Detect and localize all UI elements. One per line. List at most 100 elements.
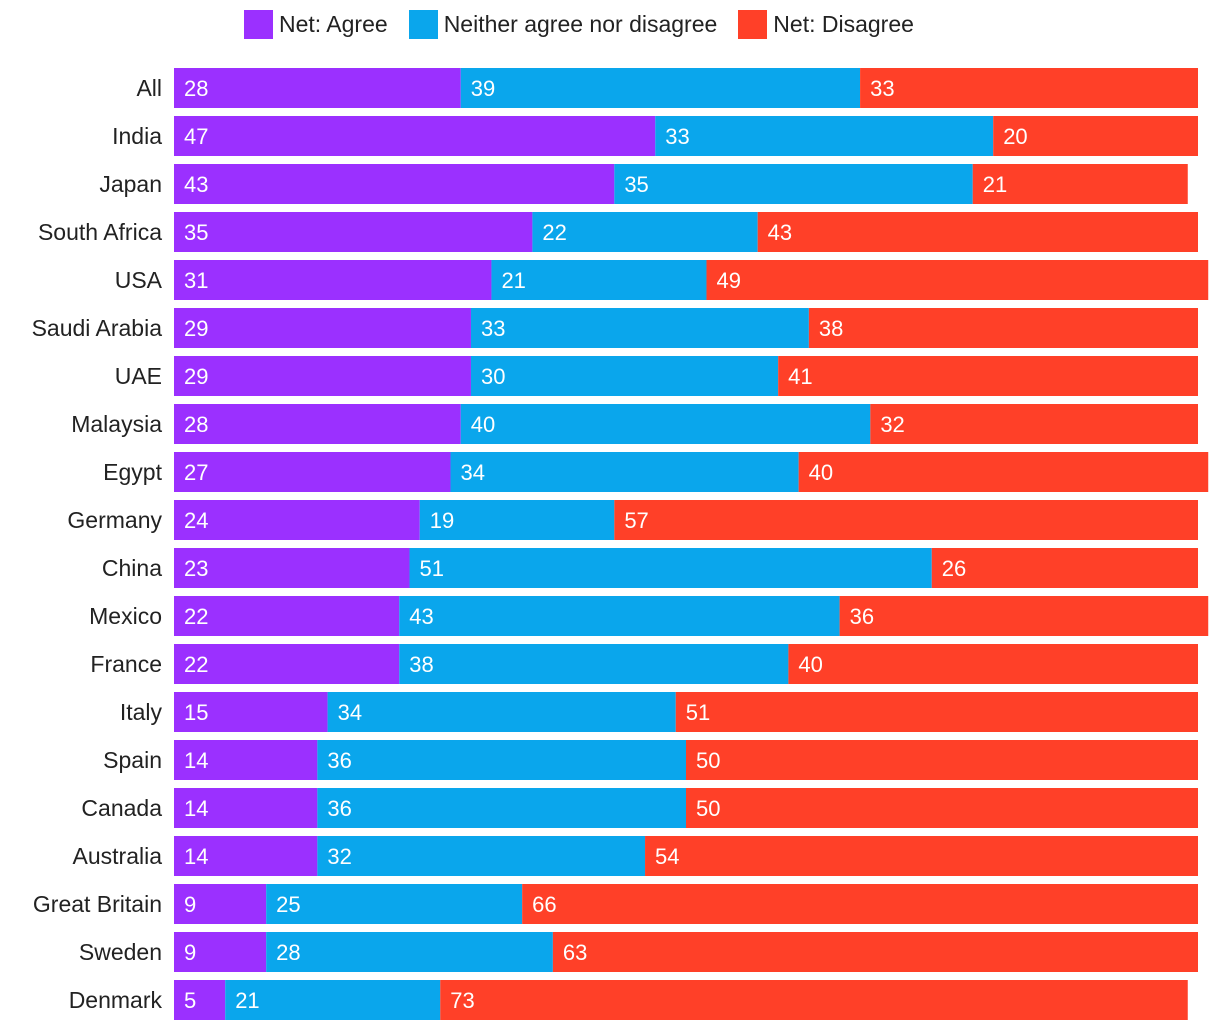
bar-net-agree-china <box>174 548 410 588</box>
bar-net-agree-japan <box>174 164 615 204</box>
data-label-neither-agree-nor-disagree-india: 33 <box>665 124 689 149</box>
data-label-net-agree-japan: 43 <box>184 172 208 197</box>
data-label-net-disagree-malaysia: 32 <box>880 412 904 437</box>
bar-neither-agree-nor-disagree-china <box>409 548 932 588</box>
bar-net-agree-denmark <box>174 980 226 1020</box>
bar-net-disagree-saudi-arabia <box>808 308 1198 348</box>
legend: Net: Agree Neither agree nor disagree Ne… <box>244 10 935 39</box>
bar-neither-agree-nor-disagree-egypt <box>450 452 799 492</box>
bar-net-disagree-denmark <box>440 980 1188 1020</box>
bar-net-agree-france <box>174 644 400 684</box>
data-label-neither-agree-nor-disagree-germany: 19 <box>430 508 454 533</box>
data-label-net-agree-india: 47 <box>184 124 208 149</box>
data-label-net-disagree-great-britain: 66 <box>532 892 556 917</box>
data-label-net-agree-great-britain: 9 <box>184 892 196 917</box>
data-label-neither-agree-nor-disagree-france: 38 <box>409 652 433 677</box>
bar-net-disagree-great-britain <box>522 884 1198 924</box>
data-label-neither-agree-nor-disagree-sweden: 28 <box>276 940 300 965</box>
legend-label-neither: Neither agree nor disagree <box>443 11 718 37</box>
data-label-net-agree-italy: 15 <box>184 700 208 725</box>
bar-neither-agree-nor-disagree-all <box>460 68 861 108</box>
data-label-net-disagree-egypt: 40 <box>809 460 833 485</box>
data-label-net-disagree-italy: 51 <box>686 700 710 725</box>
bar-net-agree-saudi-arabia <box>174 308 471 348</box>
bar-net-disagree-uae <box>778 356 1198 396</box>
bar-net-disagree-germany <box>614 500 1198 540</box>
bar-net-agree-italy <box>174 692 328 732</box>
data-label-neither-agree-nor-disagree-spain: 36 <box>327 748 351 773</box>
bar-net-disagree-italy <box>675 692 1198 732</box>
bar-neither-agree-nor-disagree-germany <box>419 500 615 540</box>
bar-neither-agree-nor-disagree-japan <box>614 164 973 204</box>
data-label-net-agree-canada: 14 <box>184 796 208 821</box>
category-label-great-britain: Great Britain <box>33 891 162 917</box>
bar-neither-agree-nor-disagree-mexico <box>399 596 840 636</box>
bar-net-agree-australia <box>174 836 318 876</box>
category-label-malaysia: Malaysia <box>71 411 162 437</box>
data-label-net-disagree-japan: 21 <box>983 172 1007 197</box>
category-label-mexico: Mexico <box>89 603 162 629</box>
data-label-net-agree-australia: 14 <box>184 844 208 869</box>
category-label-usa: USA <box>115 267 163 293</box>
bar-neither-agree-nor-disagree-italy <box>327 692 676 732</box>
bar-neither-agree-nor-disagree-saudi-arabia <box>470 308 809 348</box>
category-label-south-africa: South Africa <box>38 219 162 245</box>
data-label-neither-agree-nor-disagree-denmark: 21 <box>235 988 259 1013</box>
bar-net-disagree-india <box>993 116 1198 156</box>
data-label-neither-agree-nor-disagree-all: 39 <box>471 76 495 101</box>
category-label-sweden: Sweden <box>79 939 162 965</box>
data-label-net-disagree-france: 40 <box>798 652 822 677</box>
legend-swatch-disagree <box>738 10 768 39</box>
data-label-net-agree-malaysia: 28 <box>184 412 208 437</box>
data-label-neither-agree-nor-disagree-australia: 32 <box>327 844 351 869</box>
bar-neither-agree-nor-disagree-uae <box>470 356 779 396</box>
bar-net-disagree-mexico <box>839 596 1209 636</box>
bar-net-agree-egypt <box>174 452 451 492</box>
data-label-net-agree-germany: 24 <box>184 508 208 533</box>
category-label-uae: UAE <box>115 363 162 389</box>
bar-net-agree-malaysia <box>174 404 461 444</box>
bar-neither-agree-nor-disagree-canada <box>317 788 686 828</box>
category-label-egypt: Egypt <box>103 459 162 485</box>
bar-net-agree-usa <box>174 260 492 300</box>
bar-neither-agree-nor-disagree-sweden <box>266 932 553 972</box>
data-label-neither-agree-nor-disagree-south-africa: 22 <box>542 220 566 245</box>
data-label-neither-agree-nor-disagree-great-britain: 25 <box>276 892 300 917</box>
data-label-neither-agree-nor-disagree-china: 51 <box>420 556 444 581</box>
category-label-italy: Italy <box>120 699 163 725</box>
legend-label-disagree: Net: Disagree <box>773 11 914 37</box>
data-label-neither-agree-nor-disagree-uae: 30 <box>481 364 505 389</box>
data-label-neither-agree-nor-disagree-saudi-arabia: 33 <box>481 316 505 341</box>
bar-net-agree-south-africa <box>174 212 533 252</box>
bar-net-disagree-china <box>931 548 1198 588</box>
data-label-net-disagree-saudi-arabia: 38 <box>819 316 843 341</box>
legend-item-neither: Neither agree nor disagree <box>408 10 718 39</box>
category-label-denmark: Denmark <box>69 987 163 1013</box>
data-label-net-agree-sweden: 9 <box>184 940 196 965</box>
data-label-neither-agree-nor-disagree-malaysia: 40 <box>471 412 495 437</box>
bar-neither-agree-nor-disagree-usa <box>491 260 707 300</box>
data-label-net-agree-spain: 14 <box>184 748 208 773</box>
data-label-neither-agree-nor-disagree-egypt: 34 <box>460 460 484 485</box>
bar-net-disagree-australia <box>645 836 1198 876</box>
data-label-net-agree-france: 22 <box>184 652 208 677</box>
legend-item-disagree: Net: Disagree <box>738 10 914 39</box>
legend-swatch-neither <box>408 10 438 39</box>
bar-neither-agree-nor-disagree-south-africa <box>532 212 758 252</box>
bar-neither-agree-nor-disagree-australia <box>317 836 646 876</box>
data-label-net-disagree-denmark: 73 <box>450 988 474 1013</box>
bar-net-disagree-sweden <box>552 932 1198 972</box>
data-label-neither-agree-nor-disagree-japan: 35 <box>624 172 648 197</box>
bar-net-disagree-france <box>788 644 1198 684</box>
data-label-neither-agree-nor-disagree-mexico: 43 <box>409 604 433 629</box>
data-label-net-disagree-canada: 50 <box>696 796 720 821</box>
bar-net-agree-canada <box>174 788 318 828</box>
bar-net-disagree-spain <box>686 740 1198 780</box>
data-label-net-agree-all: 28 <box>184 76 208 101</box>
data-label-net-agree-mexico: 22 <box>184 604 208 629</box>
data-label-neither-agree-nor-disagree-usa: 21 <box>501 268 525 293</box>
data-label-net-disagree-uae: 41 <box>788 364 812 389</box>
bar-neither-agree-nor-disagree-spain <box>317 740 686 780</box>
